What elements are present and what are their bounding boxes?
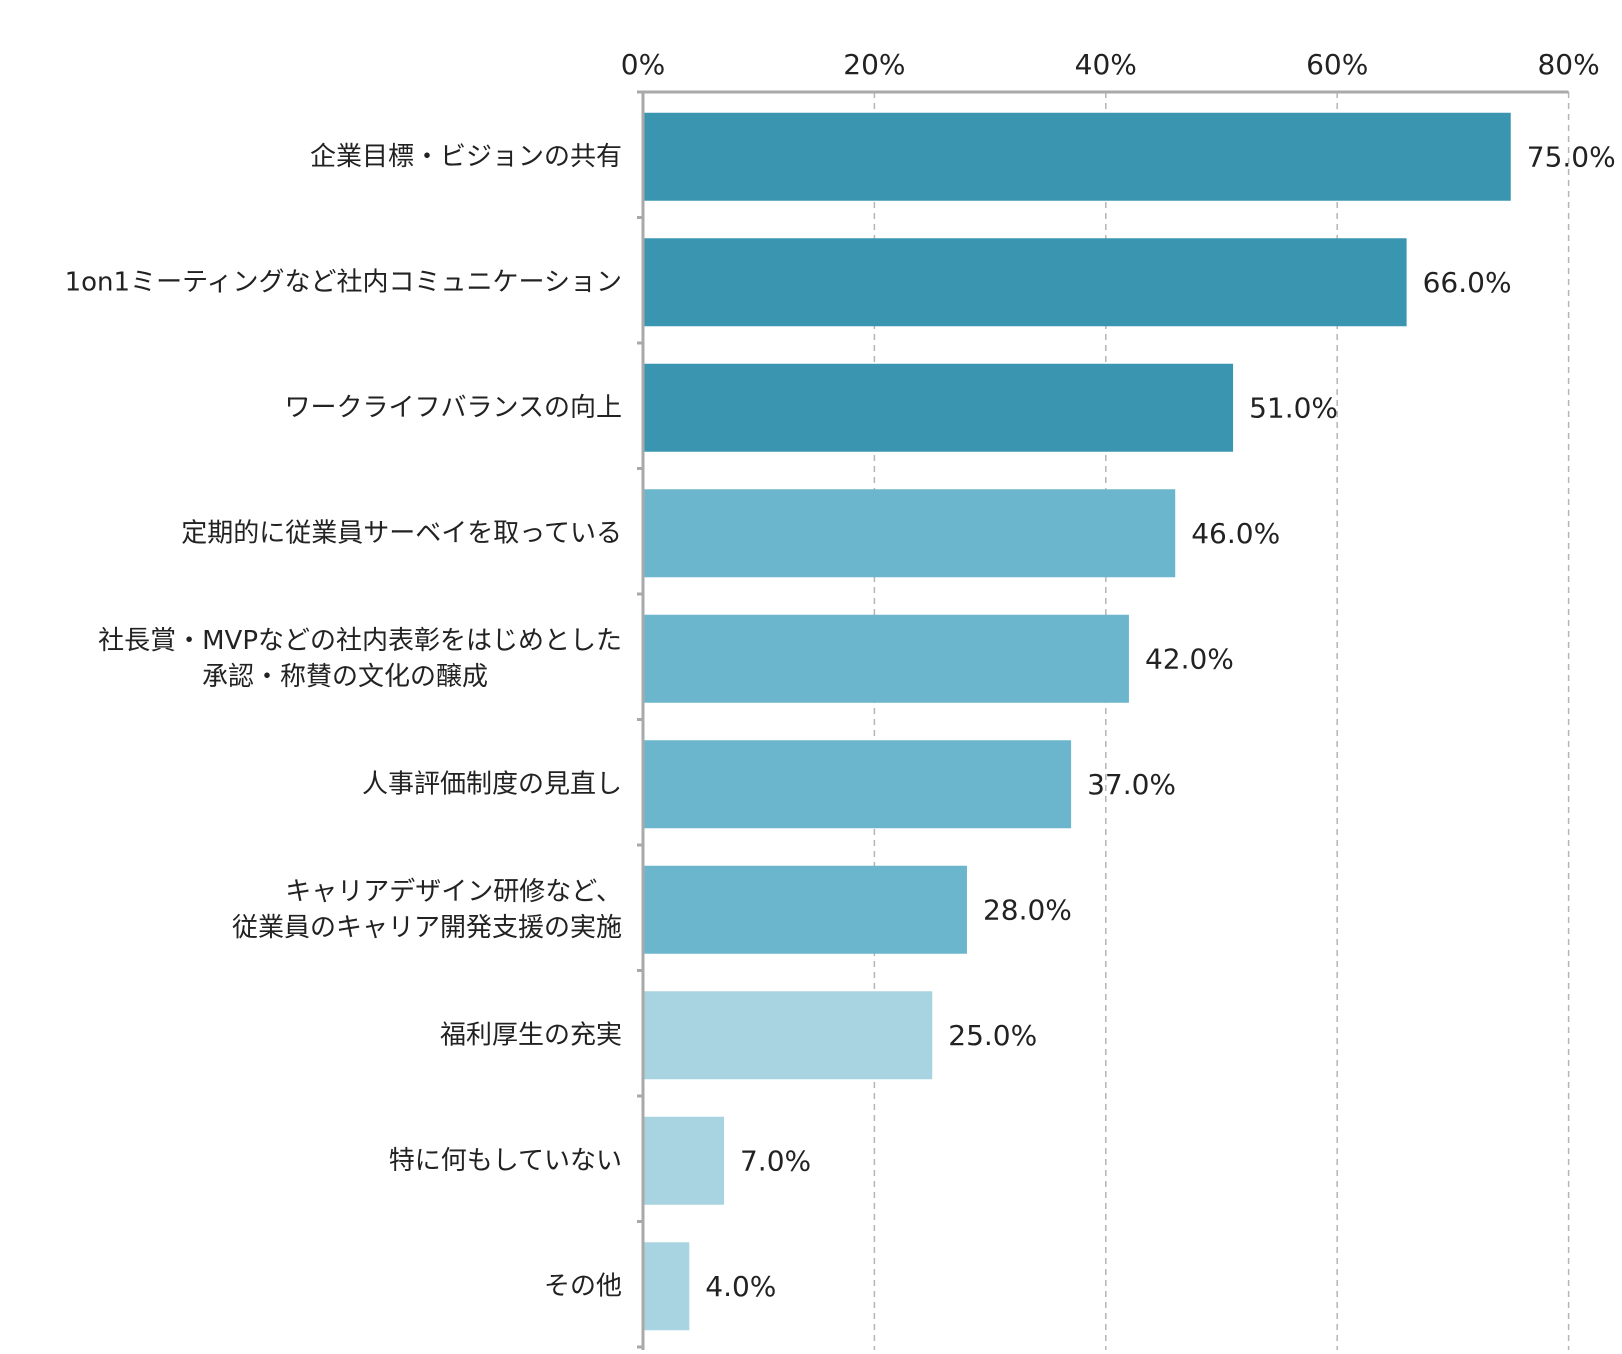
x-tick-label: 20% — [843, 48, 905, 81]
bar — [643, 865, 967, 954]
bar — [643, 991, 933, 1080]
bar — [643, 489, 1176, 578]
x-tick-label: 60% — [1306, 48, 1368, 81]
bar — [643, 112, 1511, 201]
category-label: その他 — [544, 1271, 622, 1301]
bars — [643, 112, 1511, 1331]
category-label: 人事評価制度の見直し — [362, 769, 622, 799]
category-label: 承認・称賛の文化の醸成 — [202, 662, 488, 692]
bar — [643, 363, 1234, 452]
category-label: 社長賞・MVPなどの社内表彰をはじめとした — [98, 626, 622, 656]
data-label: 28.0% — [983, 893, 1072, 926]
data-label: 37.0% — [1087, 768, 1176, 801]
data-label: 75.0% — [1527, 140, 1616, 173]
bar — [643, 614, 1129, 703]
bar — [643, 740, 1072, 829]
bar — [643, 238, 1407, 327]
x-tick-label: 80% — [1537, 48, 1599, 81]
data-label: 4.0% — [705, 1270, 776, 1303]
value-labels: 75.0% 66.0% 51.0% 46.0% 42.0% 37.0% 28.0% 25.0%… — [705, 140, 1615, 1303]
x-tick-label: 40% — [1075, 48, 1137, 81]
x-tick-label: 0% — [621, 48, 665, 81]
y-axis — [637, 90, 1569, 1350]
category-label: 定期的に従業員サーベイを取っている — [181, 518, 622, 548]
bar — [643, 1242, 690, 1331]
data-label: 66.0% — [1423, 266, 1512, 299]
data-label: 51.0% — [1249, 391, 1338, 424]
bar — [643, 1116, 724, 1205]
category-label: 企業目標・ビジョンの共有 — [310, 142, 622, 172]
data-label: 42.0% — [1145, 642, 1234, 675]
data-label: 46.0% — [1191, 517, 1280, 550]
category-label: 1on1ミーティングなど社内コミュニケーション — [65, 267, 622, 297]
category-label: 特に何もしていない — [389, 1146, 622, 1176]
category-label: 福利厚生の充実 — [440, 1020, 622, 1050]
category-label: 従業員のキャリア開発支援の実施 — [232, 913, 622, 943]
data-label: 25.0% — [948, 1019, 1037, 1052]
data-label: 7.0% — [740, 1144, 811, 1177]
category-labels: 企業目標・ビジョンの共有 1on1ミーティングなど社内コミュニケーションワークライ… — [65, 142, 622, 1302]
category-label: キャリアデザイン研修など、 — [285, 877, 622, 907]
category-label: ワークライフバランスの向上 — [285, 393, 622, 423]
x-axis-ticks: 0% 20% 40% 60% 80% — [621, 48, 1600, 81]
